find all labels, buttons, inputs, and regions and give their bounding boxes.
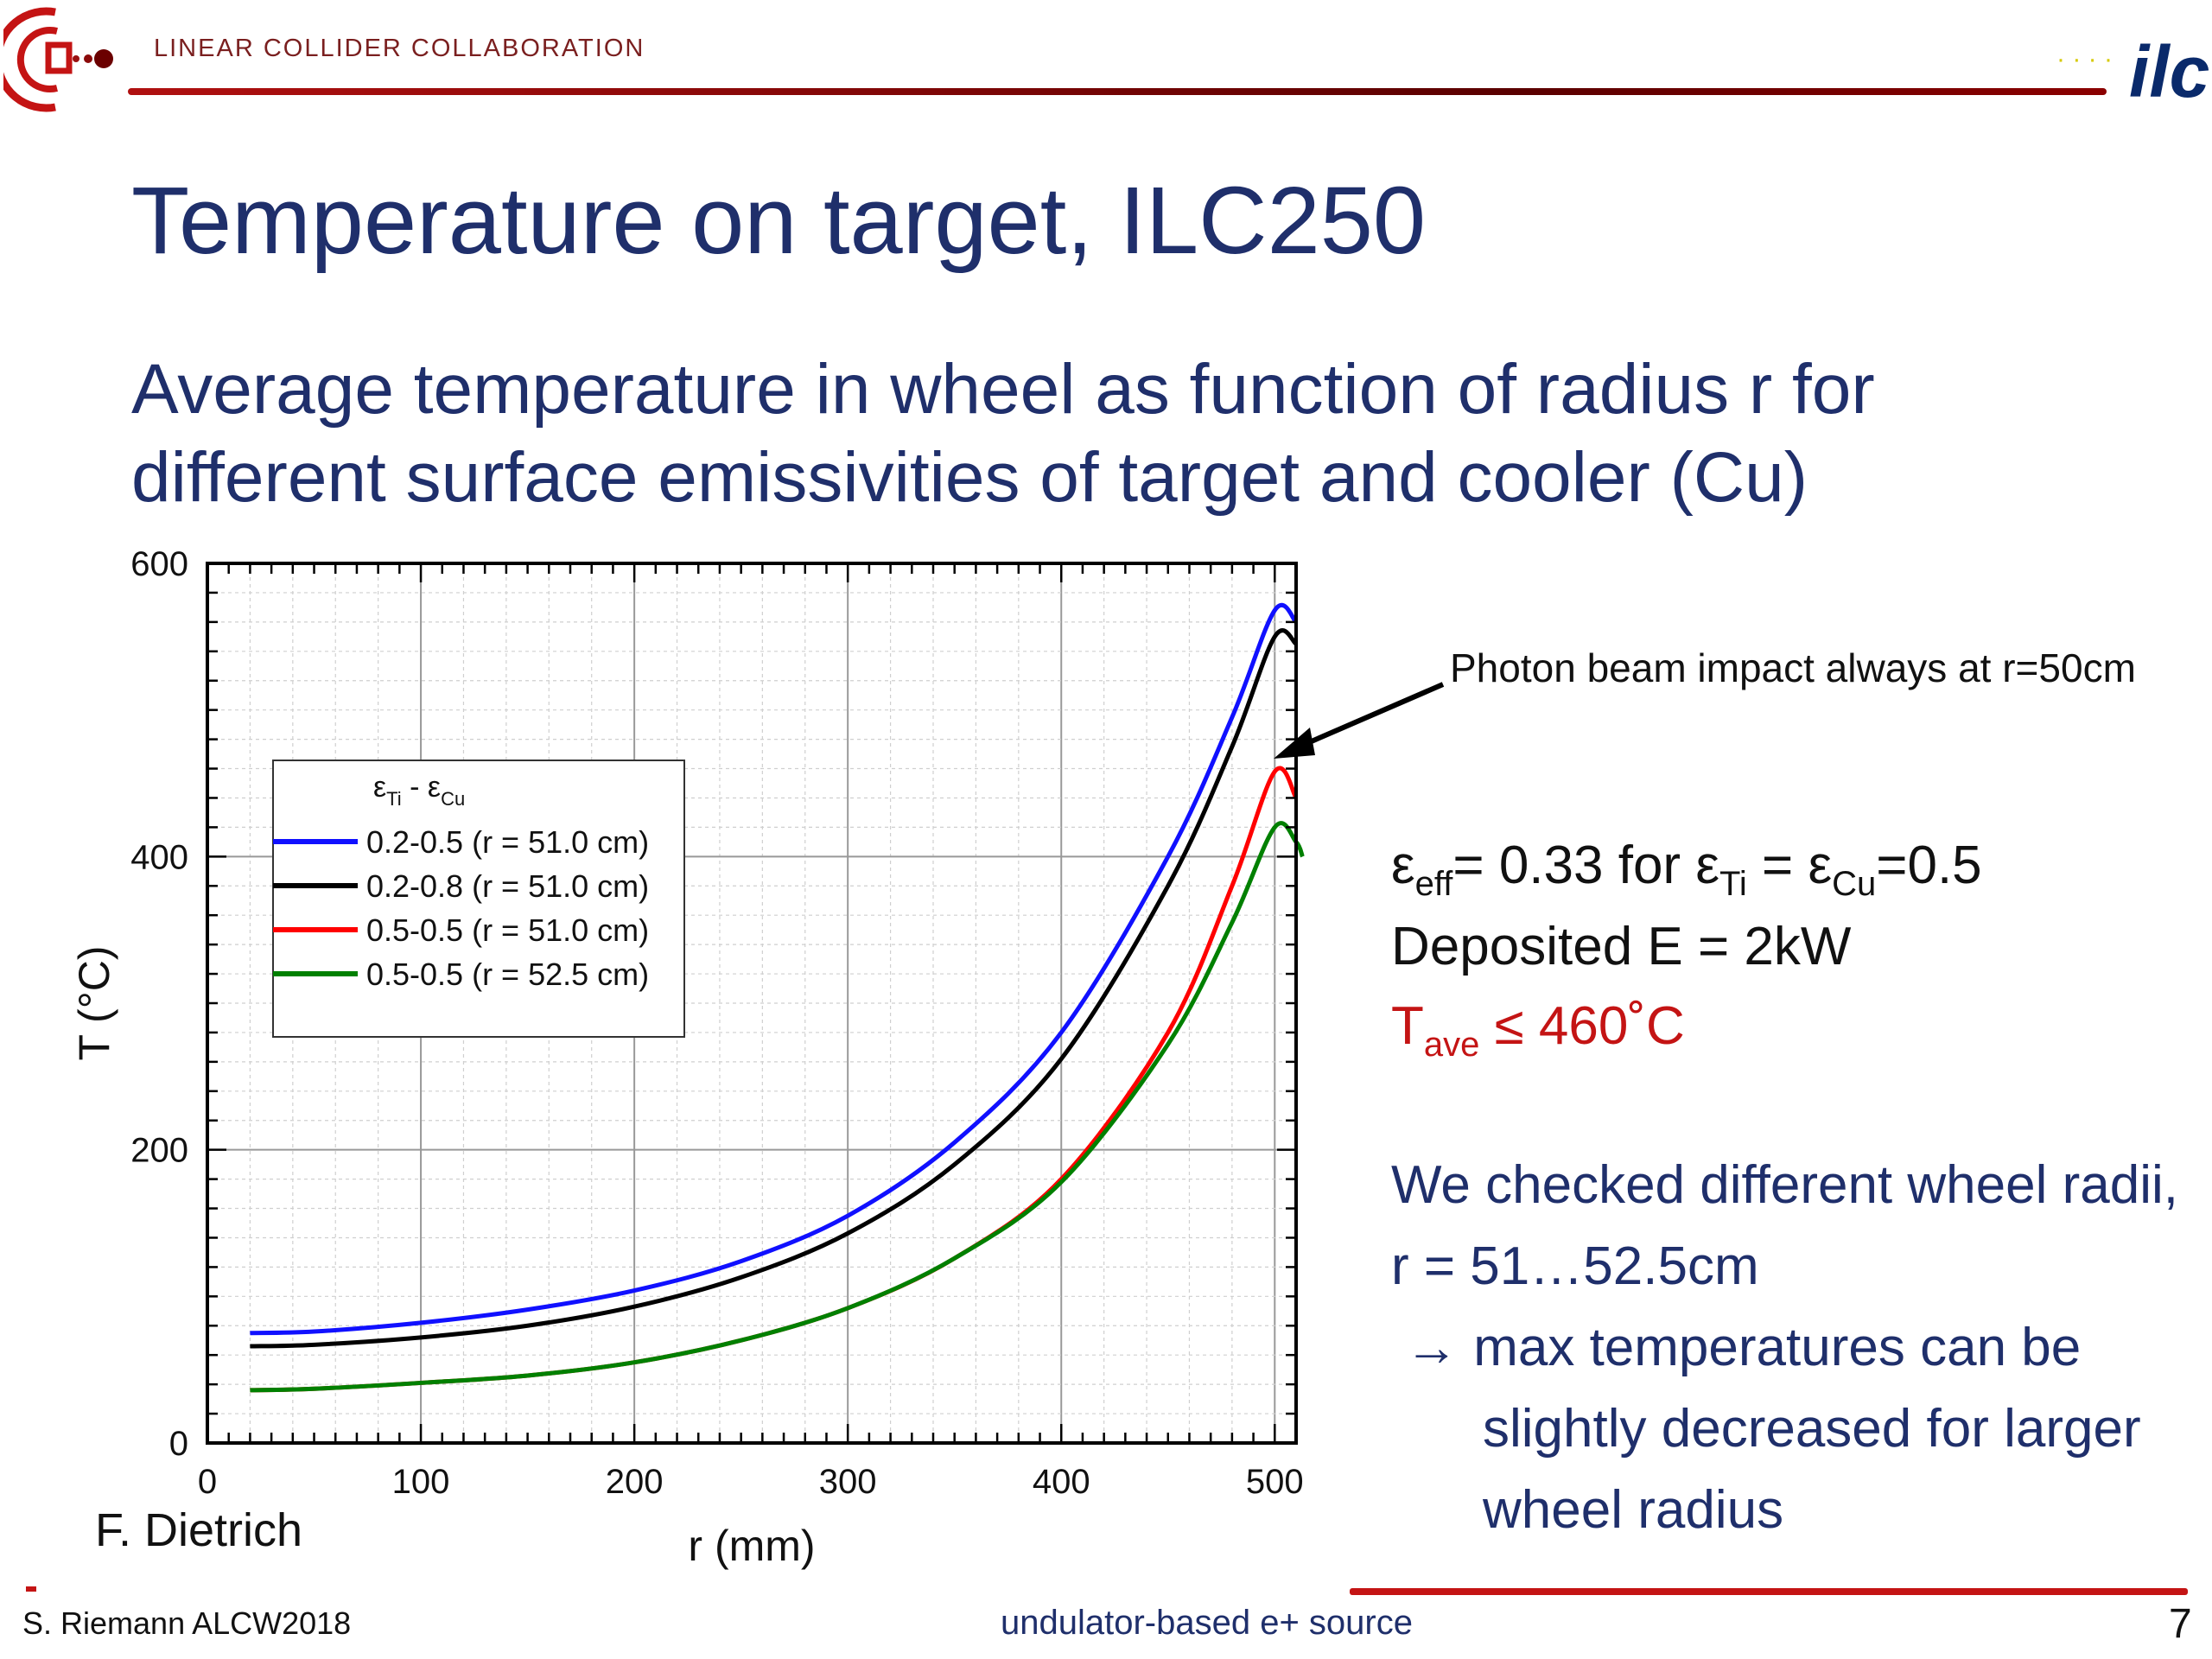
series-line-2 bbox=[250, 628, 1298, 1349]
y-tick-label: 600 bbox=[130, 545, 188, 583]
legend-label-3: 0.5-0.5 (r = 51.0 cm) bbox=[366, 912, 649, 948]
emissivity-info: εeff= 0.33 for εTi = εCu=0.5 bbox=[1391, 836, 1982, 903]
note-line-4: slightly decreased for larger bbox=[1483, 1399, 2141, 1459]
note-line-5: wheel radius bbox=[1483, 1480, 1784, 1540]
subtitle-line-1: Average temperature in wheel as function… bbox=[131, 350, 1875, 429]
subtitle-line-2: different surface emissivities of target… bbox=[131, 438, 1808, 517]
legend-label-4: 0.5-0.5 (r = 52.5 cm) bbox=[366, 957, 649, 992]
header-divider bbox=[128, 88, 2107, 95]
y-tick-label: 400 bbox=[130, 838, 188, 876]
arrow-icon: → bbox=[1405, 1318, 1459, 1377]
annotation-text: Photon beam impact always at r=50cm bbox=[1450, 645, 2136, 690]
x-tick-label: 300 bbox=[819, 1463, 877, 1501]
ilc-logo: · · · · ilc bbox=[2053, 26, 2209, 112]
y-tick-label: 200 bbox=[130, 1132, 188, 1170]
footer-topic: undulator-based e+ source bbox=[1001, 1604, 1413, 1642]
x-tick-label: 400 bbox=[1033, 1463, 1090, 1501]
legend-label-2: 0.2-0.8 (r = 51.0 cm) bbox=[366, 868, 649, 904]
x-tick-label: 0 bbox=[198, 1463, 217, 1501]
org-name: LINEAR COLLIDER COLLABORATION bbox=[154, 35, 645, 62]
lcc-logo bbox=[0, 5, 116, 112]
footer-red-mark bbox=[26, 1586, 36, 1592]
chart-legend: εTi - εCu 0.2-0.5 (r = 51.0 cm) 0.2-0.8 (… bbox=[272, 760, 685, 1038]
chart-series bbox=[250, 602, 1305, 1393]
x-tick-label: 100 bbox=[392, 1463, 450, 1501]
note-line-2: r = 51…52.5cm bbox=[1391, 1236, 1759, 1296]
footer-author: S. Riemann ALCW2018 bbox=[22, 1605, 352, 1641]
page-number: 7 bbox=[2169, 1601, 2192, 1647]
chart-ticks bbox=[206, 562, 1298, 1445]
slide-subtitle: Average temperature in wheel as function… bbox=[131, 346, 2119, 522]
note-line-1: We checked different wheel radii, bbox=[1391, 1155, 2178, 1215]
x-tick-label: 200 bbox=[606, 1463, 664, 1501]
chart-tick-labels: 0 100 200 300 400 500 0 200 400 600 bbox=[130, 545, 1303, 1501]
annotation-arrow bbox=[1274, 682, 1445, 759]
series-line-4 bbox=[250, 821, 1305, 1393]
note-line-3: → max temperatures can be bbox=[1405, 1318, 2082, 1377]
footer-divider bbox=[1350, 1588, 2188, 1595]
temperature-chart: 0 100 200 300 400 500 0 200 400 600 r (mm) T (°C)… bbox=[70, 545, 1305, 1570]
chart-grid bbox=[207, 563, 1296, 1444]
average-temperature: Tave ≤ 460˚C bbox=[1391, 996, 1685, 1064]
legend-box bbox=[272, 760, 685, 1038]
ilc-logo-text: ilc bbox=[2129, 31, 2209, 112]
chart-author: F. Dietrich bbox=[95, 1504, 303, 1556]
x-tick-label: 500 bbox=[1246, 1463, 1304, 1501]
series-line-1 bbox=[250, 602, 1298, 1336]
deposited-energy: Deposited E = 2kW bbox=[1391, 917, 1852, 976]
y-axis-title: T (°C) bbox=[70, 946, 118, 1061]
legend-title: εTi - εCu bbox=[373, 771, 465, 810]
slide-title: Temperature on target, ILC250 bbox=[131, 168, 1427, 274]
x-axis-title: r (mm) bbox=[688, 1522, 815, 1570]
y-tick-label: 0 bbox=[169, 1425, 188, 1463]
svg-text:· · · ·: · · · · bbox=[2056, 45, 2113, 73]
legend-label-1: 0.2-0.5 (r = 51.0 cm) bbox=[366, 824, 649, 860]
